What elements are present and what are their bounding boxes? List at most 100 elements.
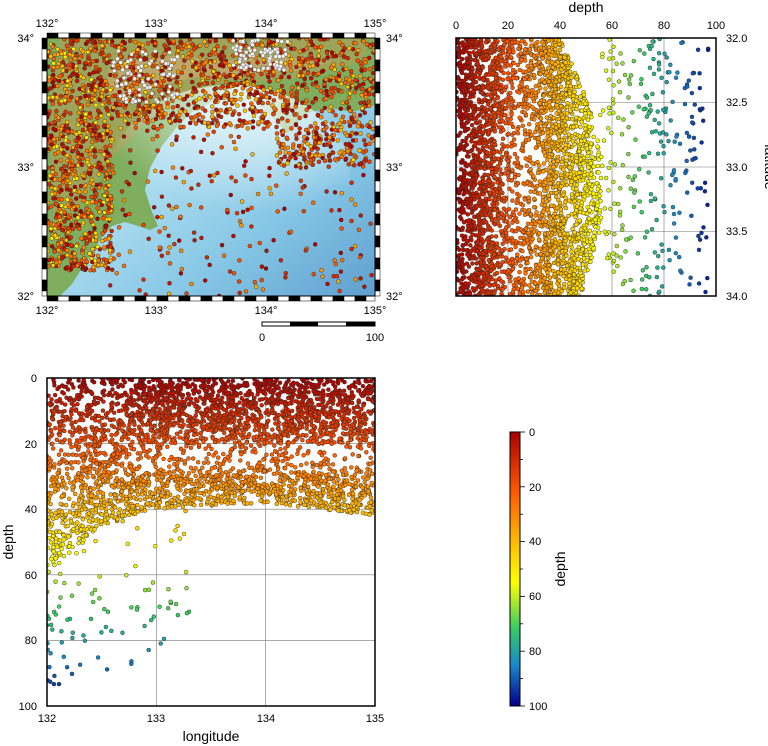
- map-quake-point: [103, 224, 109, 230]
- map-quake-point: [338, 127, 344, 133]
- depth-latitude-point: [589, 114, 594, 120]
- map-quake-point: [369, 272, 374, 278]
- map-quake-point: [300, 83, 305, 88]
- map-frame-seg: [41, 290, 48, 297]
- map-quake-point: [99, 43, 105, 48]
- map-quake-point: [106, 168, 111, 173]
- map-quake-point: [96, 185, 102, 191]
- map-quake-point: [315, 112, 320, 118]
- map-quake-point: [188, 72, 194, 78]
- map-quake-point: [215, 44, 220, 49]
- depth-latitude-point: [553, 184, 559, 190]
- map-quake-point: [280, 116, 285, 121]
- map-quake-point: [202, 81, 207, 86]
- map-quake-point: [170, 165, 176, 170]
- map-quake-point: [147, 61, 152, 66]
- depth-latitude-point: [567, 198, 572, 203]
- depth-latitude-point: [509, 112, 514, 118]
- map-quake-point: [89, 87, 94, 92]
- map-quake-point: [137, 87, 142, 92]
- map-quake-point: [191, 85, 197, 91]
- map-quake-point: [175, 45, 181, 50]
- map-quake-point: [48, 85, 54, 91]
- map-quake-point: [190, 59, 195, 64]
- map-quake-point: [160, 59, 165, 64]
- map-quake-point: [203, 60, 208, 65]
- map-quake-point: [230, 38, 236, 43]
- map-quake-point: [169, 112, 174, 118]
- map-quake-point: [125, 70, 131, 76]
- map-quake-point: [210, 104, 215, 109]
- map-quake-point: [345, 149, 350, 154]
- map-quake-point: [363, 95, 369, 100]
- map-quake-point: [278, 63, 283, 69]
- map-quake-point: [62, 86, 68, 92]
- map-quake-point: [330, 150, 336, 156]
- map-quake-point: [88, 46, 93, 51]
- map-quake-point: [364, 42, 370, 47]
- map-quake-point: [260, 100, 265, 106]
- depth-latitude-point: [483, 73, 488, 78]
- map-quake-point: [98, 39, 103, 45]
- map-quake-point: [48, 204, 54, 209]
- map-border: [46, 37, 376, 297]
- map-quake-point: [371, 92, 375, 97]
- map-quake-point: [246, 45, 252, 51]
- map-quake-point: [210, 109, 215, 115]
- map-quake-point: [316, 159, 322, 165]
- map-quake-point: [218, 57, 224, 62]
- map-quake-point: [278, 93, 283, 98]
- map-quake-point: [91, 70, 96, 75]
- map-quake-point: [313, 45, 318, 50]
- map-quake-point: [53, 159, 59, 164]
- map-quake-point: [115, 83, 120, 89]
- depth-latitude-point: [487, 196, 492, 202]
- map-quake-point: [167, 71, 172, 77]
- map-quake-point: [253, 97, 259, 102]
- map-quake-point: [162, 43, 167, 48]
- map-quake-point: [162, 87, 167, 92]
- map-quake-point: [363, 157, 368, 162]
- map-quake-point: [151, 102, 156, 108]
- map-frame-seg: [41, 92, 48, 105]
- map-quake-point: [332, 190, 338, 195]
- map-quake-point: [236, 134, 242, 140]
- map-quake-point: [160, 54, 165, 60]
- map-quake-point: [273, 54, 278, 59]
- map-bottom-tick-133: 133°: [145, 305, 168, 317]
- map-quake-point: [289, 85, 295, 90]
- depth-latitude-point: [515, 252, 520, 257]
- map-quake-point: [324, 189, 329, 194]
- map-quake-point: [116, 252, 122, 258]
- map-quake-point: [249, 101, 254, 106]
- depth-latitude-point: [537, 179, 542, 184]
- map-quake-point: [71, 46, 76, 52]
- map-top-tick-132: 132°: [36, 18, 59, 30]
- map-quake-point: [83, 189, 88, 195]
- map-quake-point: [211, 69, 216, 74]
- map-quake-point: [57, 207, 62, 212]
- depth-latitude-point: [533, 281, 538, 286]
- map-frame-seg: [41, 37, 48, 50]
- map-quake-point: [292, 46, 297, 51]
- map-quake-point: [153, 49, 158, 54]
- map-quake-point: [97, 209, 102, 215]
- map-quake-point: [358, 161, 364, 166]
- map-quake-point: [153, 116, 159, 122]
- map-quake-point: [259, 92, 264, 97]
- map-quake-point: [51, 196, 56, 201]
- map-quake-point: [122, 47, 127, 52]
- depth-latitude-point: [526, 137, 532, 142]
- map-quake-point: [58, 94, 64, 99]
- depth-latitude-point: [511, 137, 517, 142]
- depth-latitude-point: [510, 266, 516, 272]
- depth-latitude-point: [474, 261, 479, 266]
- map-quake-point: [240, 86, 246, 91]
- map-quake-point: [95, 216, 100, 222]
- depth-latitude-points: [456, 38, 711, 296]
- depth-latitude-point: [503, 112, 508, 118]
- depth-latitude-point: [543, 141, 549, 147]
- map-quake-point: [324, 132, 329, 137]
- map-quake-point: [166, 233, 171, 238]
- map-quake-point: [123, 212, 128, 218]
